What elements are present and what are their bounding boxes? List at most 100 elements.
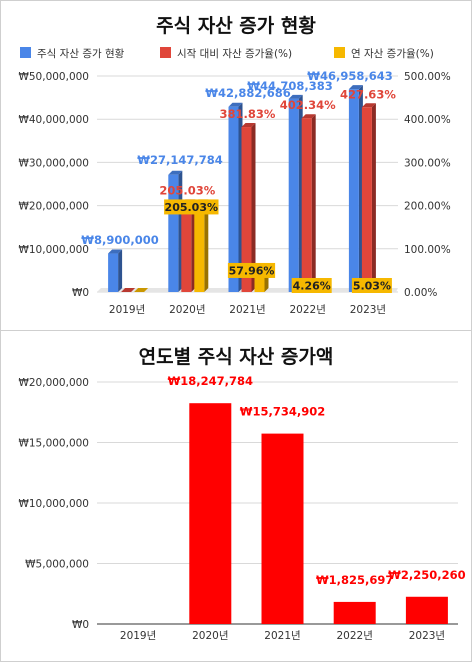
legend-swatch: [334, 47, 345, 58]
bar-side: [118, 249, 123, 292]
y-left-tick-label: ₩40,000,000: [18, 114, 89, 126]
chart-title: 주식 자산 증가 현황: [156, 14, 316, 37]
data-label: 402.34%: [280, 98, 336, 112]
data-label: 57.96%: [229, 264, 275, 277]
bar-side: [371, 103, 376, 292]
bar-front: [301, 118, 312, 292]
y-right-tick-label: 100.00%: [404, 244, 451, 256]
x-tick-label: 2022년: [290, 304, 326, 316]
bar-top: [108, 249, 123, 254]
bar-top: [288, 94, 303, 99]
data-label: ₩8,900,000: [81, 233, 158, 247]
bar-flat: [134, 288, 149, 292]
data-label-bg: [351, 278, 392, 293]
x-tick-label: 2023년: [350, 304, 386, 316]
y-right-tick-label: 0.00%: [404, 287, 437, 299]
bar-top: [228, 102, 243, 107]
bar-front: [348, 89, 359, 292]
bar: [241, 123, 256, 292]
data-label: 205.03%: [159, 183, 215, 197]
y-tick-label: ₩20,000,000: [18, 377, 89, 389]
y-tick-label: ₩10,000,000: [18, 498, 89, 510]
data-label: ₩15,734,902: [240, 405, 325, 419]
data-label: ₩2,250,260: [388, 568, 465, 582]
bar-top: [348, 85, 363, 90]
data-label-box: 5.03%: [351, 278, 392, 293]
bar: [288, 94, 303, 292]
bar-top: [241, 123, 256, 128]
data-label: ₩18,247,784: [168, 374, 253, 388]
y-left-tick-label: ₩20,000,000: [18, 201, 89, 213]
y-right-tick-label: 400.00%: [404, 114, 451, 126]
bar-top: [361, 103, 376, 108]
data-label-box: 57.96%: [227, 262, 276, 278]
chart-title: 연도별 주식 자산 증가액: [139, 346, 334, 368]
legend-label: 연 자산 증가율(%): [351, 48, 434, 60]
bar: [333, 601, 376, 624]
bar-front: [108, 253, 119, 292]
data-label: ₩44,708,383: [247, 79, 332, 93]
y-left-tick-label: ₩10,000,000: [18, 244, 89, 256]
x-tick-label: 2023년: [409, 630, 445, 642]
data-label: ₩42,882,686: [205, 86, 290, 100]
bar-top: [168, 170, 183, 175]
y-right-tick-label: 300.00%: [404, 157, 451, 169]
bar-side: [311, 114, 316, 292]
y-left-tick-label: ₩50,000,000: [18, 71, 89, 83]
bar: [261, 433, 304, 624]
y-tick-label: ₩15,000,000: [18, 438, 89, 450]
data-label: 205.03%: [165, 201, 218, 214]
bar-front: [194, 203, 205, 292]
bar: [189, 403, 232, 624]
data-label: 5.03%: [353, 280, 391, 293]
data-label: ₩27,147,784: [137, 153, 222, 167]
bar: [301, 114, 316, 292]
legend-label: 주식 자산 증가 현황: [37, 48, 125, 60]
x-tick-label: 2019년: [109, 304, 145, 316]
x-tick-label: 2019년: [120, 630, 156, 642]
y-tick-label: ₩5,000,000: [25, 559, 89, 571]
legend-label: 시작 대비 자산 증가율(%): [177, 48, 292, 60]
y-left-tick-label: ₩0: [72, 287, 89, 299]
bar: [361, 103, 376, 292]
bar: [348, 85, 363, 292]
annual-increase-chart: 연도별 주식 자산 증가액 ₩0 ₩5,000,000 ₩10,000,000 ₩15,…: [18, 346, 465, 642]
bar-side: [251, 123, 256, 292]
bar-front: [168, 174, 179, 292]
data-label-bg: [227, 262, 276, 278]
data-label: 4.26%: [293, 280, 331, 293]
bar-front: [181, 203, 192, 292]
data-label: 381.83%: [220, 107, 276, 121]
bar-front: [254, 266, 265, 292]
data-label-bg: [291, 278, 332, 293]
x-tick-label: 2021년: [264, 630, 300, 642]
data-label-box: 4.26%: [291, 278, 332, 293]
bar: [134, 288, 149, 292]
data-label: ₩1,825,697: [316, 573, 393, 587]
bar: [405, 596, 448, 624]
legend-swatch: [20, 47, 31, 58]
x-tick-label: 2020년: [169, 304, 205, 316]
bar-top: [301, 114, 316, 119]
x-tick-label: 2021년: [229, 304, 265, 316]
x-tick-label: 2020년: [192, 630, 228, 642]
bar-front: [241, 127, 252, 292]
bar: [108, 249, 123, 292]
legend-swatch: [160, 47, 171, 58]
bar-front: [361, 107, 372, 292]
y-right-tick-label: 200.00%: [404, 201, 451, 213]
chart-divider: [0, 330, 472, 331]
y-tick-label: ₩0: [72, 619, 89, 631]
bar-front: [228, 106, 239, 292]
x-tick-label: 2022년: [337, 630, 373, 642]
y-right-tick-label: 500.00%: [404, 71, 451, 83]
data-label: 427.63%: [340, 87, 396, 101]
data-label-bg: [164, 199, 219, 215]
bar: [121, 288, 136, 292]
y-left-tick-label: ₩30,000,000: [18, 157, 89, 169]
bar-flat: [121, 288, 136, 292]
data-label-box: 205.03%: [164, 199, 219, 215]
bar-side: [204, 199, 209, 292]
bar-front: [288, 98, 299, 292]
